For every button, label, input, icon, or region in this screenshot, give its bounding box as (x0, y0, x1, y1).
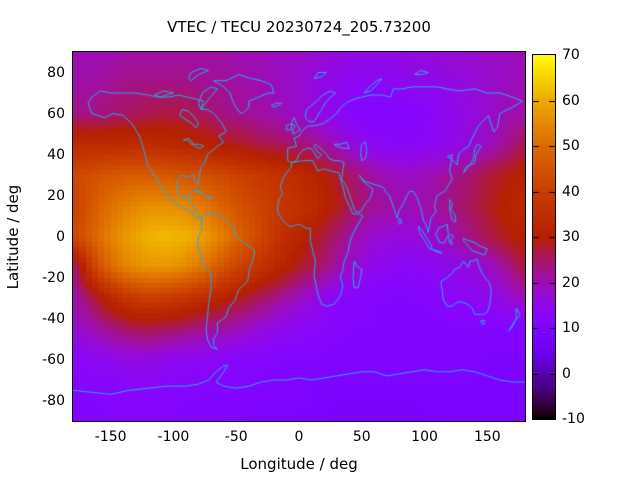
colorbar-tick-label: 20 (562, 274, 580, 291)
y-axis-tick-label: -20 (42, 269, 65, 286)
x-axis-tick-label: -150 (94, 429, 127, 445)
colorbar-canvas (533, 55, 555, 419)
y-axis-tick-label: -80 (42, 392, 65, 409)
y-axis-tick-label: -40 (42, 310, 65, 327)
map-plot-area (72, 51, 526, 422)
colorbar-tick-label: -10 (562, 411, 585, 427)
colorbar-tick-label: 30 (562, 229, 580, 245)
x-axis-tick-label: -50 (224, 429, 248, 445)
x-axis-tick-label: 0 (294, 429, 304, 445)
vtec-heatmap-canvas (73, 52, 525, 421)
y-axis-tick-label: -60 (42, 351, 65, 368)
y-axis-title: Latitude / deg (4, 184, 22, 290)
x-axis-tick-label: 150 (473, 429, 501, 445)
colorbar-tick-label: 70 (562, 47, 580, 63)
colorbar-tick-label: 40 (562, 183, 580, 200)
y-axis-tick-label: 20 (47, 187, 65, 204)
colorbar (532, 54, 556, 420)
x-axis-tick-label: 50 (352, 429, 371, 445)
y-axis-tick-label: 0 (56, 228, 65, 245)
y-axis-tick-label: 80 (47, 64, 65, 81)
y-axis-tick-label: 40 (47, 146, 65, 163)
y-axis-tick-label: 60 (47, 105, 65, 122)
colorbar-tick-label: 50 (562, 138, 580, 154)
x-axis-tick-label: 100 (411, 429, 438, 445)
colorbar-tick-label: 60 (562, 92, 580, 109)
x-axis-title: Longitude / deg (240, 455, 358, 473)
chart-title: VTEC / TECU 20230724_205.73200 (167, 18, 431, 36)
x-axis-tick-label: -100 (157, 429, 190, 445)
colorbar-tick-label: 10 (562, 320, 580, 336)
colorbar-tick-label: 0 (562, 365, 571, 382)
